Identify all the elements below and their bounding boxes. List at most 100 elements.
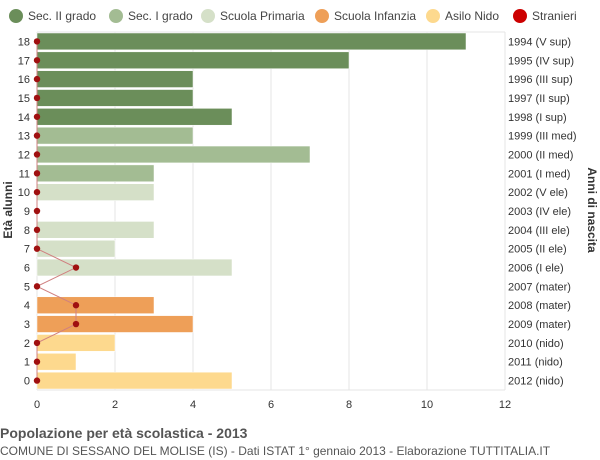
bar-age-10 [37, 184, 154, 201]
stranieri-point-age-7 [34, 245, 40, 251]
legend-swatch [426, 9, 440, 23]
age-label: 14 [18, 112, 30, 124]
stranieri-point-age-9 [34, 208, 40, 214]
birth-year-label: 2011 (nido) [508, 357, 563, 369]
age-label: 15 [18, 93, 30, 105]
chart-subtitle: COMUNE DI SESSANO DEL MOLISE (IS) - Dati… [0, 444, 550, 458]
legend-item: Scuola Primaria [201, 9, 305, 23]
stranieri-point-age-8 [34, 227, 40, 233]
legend-label: Sec. I grado [128, 9, 193, 23]
stranieri-point-age-18 [34, 38, 40, 44]
legend-label: Scuola Primaria [220, 9, 305, 23]
age-label: 10 [18, 187, 30, 199]
legend-swatch [513, 9, 527, 23]
bar-age-3 [37, 316, 193, 333]
birth-year-label: 1998 (I sup) [508, 112, 567, 124]
age-label: 16 [18, 74, 30, 86]
legend-item: Asilo Nido [426, 9, 499, 23]
age-label: 12 [18, 149, 30, 161]
legend-label: Scuola Infanzia [334, 9, 416, 23]
legend-item: Sec. I grado [109, 9, 193, 23]
bar-age-16 [37, 71, 193, 88]
birth-year-label: 1994 (V sup) [508, 36, 571, 48]
x-tick-label: 6 [268, 399, 274, 411]
birth-year-label: 2008 (mater) [508, 300, 571, 312]
birth-year-label: 1995 (IV sup) [508, 55, 574, 67]
legend-swatch [315, 9, 329, 23]
bar-age-13 [37, 127, 193, 144]
birth-year-label: 2007 (mater) [508, 281, 571, 293]
birth-year-label: 2001 (I med) [508, 168, 570, 180]
bar-age-6 [37, 259, 232, 276]
y-axis-title-right: Anni di nascita [585, 167, 599, 253]
stranieri-point-age-11 [34, 170, 40, 176]
stranieri-point-age-14 [34, 114, 40, 120]
birth-year-label: 1997 (II sup) [508, 93, 570, 105]
birth-year-label: 1996 (III sup) [508, 74, 573, 86]
age-label: 7 [24, 244, 30, 256]
age-label: 6 [24, 263, 30, 275]
x-tick-label: 8 [346, 399, 352, 411]
x-tick-label: 0 [34, 399, 40, 411]
stranieri-point-age-0 [34, 377, 40, 383]
stranieri-point-age-13 [34, 132, 40, 138]
bars [37, 33, 466, 389]
school-age-chart: Sec. II grado Sec. I grado Scuola Primaria… [0, 0, 600, 420]
x-tick-label: 10 [421, 399, 433, 411]
birth-year-ticks: 1994 (V sup) 1995 (IV sup) 1996 (III sup) 1… [508, 36, 576, 387]
chart-title: Popolazione per età scolastica - 2013 [0, 425, 247, 441]
stranieri-point-age-17 [34, 57, 40, 63]
age-label: 4 [24, 300, 30, 312]
legend-item: Stranieri [513, 9, 577, 23]
bar-age-8 [37, 221, 154, 238]
age-label: 17 [18, 55, 30, 67]
age-label: 9 [24, 206, 30, 218]
stranieri-point-age-15 [34, 95, 40, 101]
age-label: 3 [24, 319, 30, 331]
birth-year-label: 1999 (III med) [508, 131, 576, 143]
age-label: 2 [24, 338, 30, 350]
stranieri-point-age-6 [73, 264, 79, 270]
legend-swatch [201, 9, 215, 23]
legend-swatch [109, 9, 123, 23]
stranieri-point-age-5 [34, 283, 40, 289]
birth-year-label: 2012 (nido) [508, 376, 564, 388]
stranieri-point-age-1 [34, 359, 40, 365]
legend: Sec. II grado Sec. I grado Scuola Primaria… [9, 9, 577, 23]
bar-age-1 [37, 353, 76, 370]
age-label: 11 [19, 168, 30, 180]
bar-age-4 [37, 297, 154, 314]
stranieri-point-age-12 [34, 151, 40, 157]
birth-year-label: 2000 (II med) [508, 149, 573, 161]
bar-age-14 [37, 108, 232, 125]
birth-year-label: 2003 (IV ele) [508, 206, 571, 218]
legend-label: Stranieri [532, 9, 577, 23]
x-tick-label: 12 [499, 399, 511, 411]
y-axis-title-left: Età alunni [1, 181, 15, 238]
legend-item: Sec. II grado [9, 9, 96, 23]
stranieri-point-age-2 [34, 340, 40, 346]
birth-year-label: 2010 (nido) [508, 338, 564, 350]
bar-age-15 [37, 90, 193, 107]
x-tick-label: 4 [190, 399, 196, 411]
bar-age-0 [37, 372, 232, 389]
legend-label: Asilo Nido [445, 9, 499, 23]
birth-year-label: 2009 (mater) [508, 319, 571, 331]
bar-age-11 [37, 165, 154, 182]
x-tick-label: 2 [112, 399, 118, 411]
age-label: 0 [24, 376, 30, 388]
age-label: 18 [18, 36, 30, 48]
x-axis-ticks: 0 2 4 6 8 10 12 [34, 399, 511, 411]
birth-year-label: 2005 (II ele) [508, 244, 567, 256]
birth-year-label: 2006 (I ele) [508, 263, 564, 275]
age-label: 13 [18, 131, 30, 143]
birth-year-label: 2002 (V ele) [508, 187, 568, 199]
legend-swatch [9, 9, 23, 23]
stranieri-point-age-4 [73, 302, 79, 308]
stranieri-point-age-3 [73, 321, 79, 327]
legend-item: Scuola Infanzia [315, 9, 416, 23]
age-label: 5 [24, 281, 30, 293]
stranieri-point-age-10 [34, 189, 40, 195]
birth-year-label: 2004 (III ele) [508, 225, 570, 237]
